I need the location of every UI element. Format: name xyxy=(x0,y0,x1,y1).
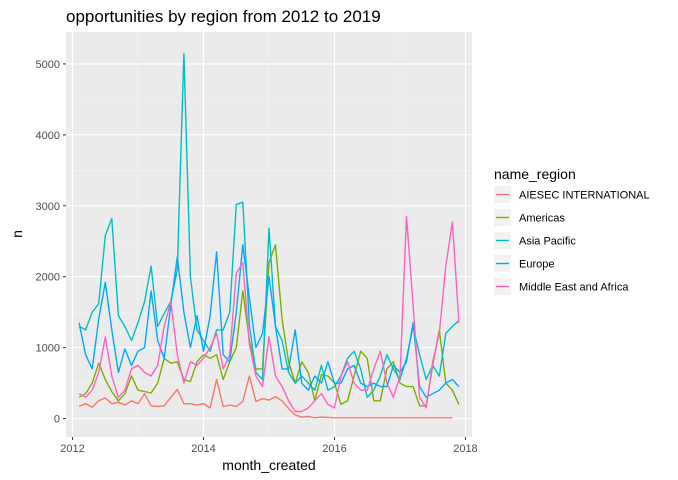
legend-label: AIESEC INTERNATIONAL xyxy=(519,190,650,202)
legend-label: Europe xyxy=(519,259,554,271)
series-line-aiesec-international xyxy=(78,375,453,419)
series-lines xyxy=(78,52,460,419)
x-tick-label: 2016 xyxy=(322,443,346,455)
y-axis-title: n xyxy=(9,230,25,238)
y-axis-ticks: 0 1000 2000 3000 4000 5000 xyxy=(36,59,66,426)
series-line-europe xyxy=(78,244,460,398)
legend: name_region AIESEC INTERNATIONAL Americas… xyxy=(494,166,650,295)
y-tick-label: 2000 xyxy=(36,272,60,284)
series-line-americas xyxy=(78,244,460,407)
legend-item-asia-pacific: Asia Pacific xyxy=(494,232,576,249)
x-tick-label: 2018 xyxy=(453,443,477,455)
series-line-asia-pacific xyxy=(78,52,460,398)
legend-label: Asia Pacific xyxy=(519,236,576,248)
legend-item-europe: Europe xyxy=(494,255,554,272)
series-line-middle-east-and-africa xyxy=(78,215,460,413)
legend-item-middle-east-and-africa: Middle East and Africa xyxy=(494,278,629,295)
legend-item-americas: Americas xyxy=(494,209,565,226)
legend-item-aiesec-international: AIESEC INTERNATIONAL xyxy=(494,186,650,203)
y-tick-label: 0 xyxy=(54,414,60,426)
chart-title: opportunities by region from 2012 to 201… xyxy=(66,7,381,26)
x-tick-label: 2014 xyxy=(191,443,215,455)
y-tick-label: 5000 xyxy=(36,59,60,71)
legend-title: name_region xyxy=(494,166,576,182)
legend-label: Middle East and Africa xyxy=(519,282,629,294)
x-axis-title: month_created xyxy=(222,457,315,473)
y-tick-label: 4000 xyxy=(36,130,60,142)
y-tick-label: 1000 xyxy=(36,343,60,355)
x-axis-ticks: 2012 2014 2016 2018 xyxy=(60,437,478,455)
legend-items: AIESEC INTERNATIONAL Americas Asia Pacific… xyxy=(494,186,650,295)
x-tick-label: 2012 xyxy=(60,443,84,455)
legend-label: Americas xyxy=(519,213,565,225)
y-tick-label: 3000 xyxy=(36,201,60,213)
